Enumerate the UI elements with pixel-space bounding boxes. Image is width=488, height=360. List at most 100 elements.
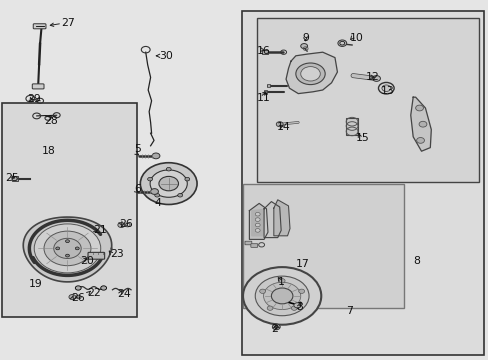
Text: 28: 28: [44, 116, 58, 126]
Bar: [266, 84, 270, 87]
Circle shape: [154, 193, 159, 197]
Text: 4: 4: [154, 198, 161, 208]
Text: 21: 21: [93, 225, 106, 235]
Circle shape: [276, 122, 283, 127]
Bar: [262, 50, 267, 54]
Text: 13: 13: [380, 86, 393, 96]
FancyBboxPatch shape: [250, 244, 257, 247]
Circle shape: [266, 306, 272, 310]
Circle shape: [65, 240, 69, 243]
Circle shape: [298, 289, 304, 293]
Circle shape: [418, 121, 426, 127]
Circle shape: [34, 224, 101, 273]
Circle shape: [255, 218, 260, 221]
Text: 18: 18: [41, 146, 55, 156]
Text: 16: 16: [256, 46, 270, 56]
Text: 8: 8: [412, 256, 419, 266]
Text: 7: 7: [346, 306, 352, 316]
Bar: [256, 18, 478, 182]
Circle shape: [416, 138, 424, 143]
Text: 9: 9: [302, 33, 308, 43]
Circle shape: [295, 63, 325, 85]
Circle shape: [274, 325, 278, 328]
Text: 29: 29: [27, 94, 41, 104]
Circle shape: [152, 153, 160, 159]
Circle shape: [178, 193, 183, 197]
Bar: [242, 11, 483, 355]
Text: 19: 19: [28, 279, 42, 289]
Bar: [2, 103, 137, 317]
Circle shape: [140, 163, 197, 204]
Polygon shape: [273, 200, 289, 236]
Text: 30: 30: [159, 51, 172, 61]
Text: 10: 10: [349, 33, 363, 43]
Circle shape: [259, 289, 265, 293]
Bar: [243, 184, 404, 308]
Circle shape: [65, 254, 69, 257]
Text: 27: 27: [61, 18, 75, 28]
Circle shape: [69, 294, 76, 300]
Bar: [263, 90, 267, 94]
Circle shape: [101, 286, 106, 290]
FancyBboxPatch shape: [33, 24, 46, 29]
Text: 2: 2: [271, 324, 278, 334]
Circle shape: [255, 276, 308, 316]
Circle shape: [75, 247, 79, 250]
Polygon shape: [249, 203, 267, 239]
Circle shape: [75, 286, 81, 290]
Circle shape: [415, 105, 423, 111]
Circle shape: [293, 303, 300, 308]
Circle shape: [147, 177, 152, 181]
Text: 17: 17: [295, 258, 309, 269]
Bar: [346, 118, 358, 135]
Text: 26: 26: [71, 293, 84, 303]
Circle shape: [337, 40, 346, 46]
Circle shape: [184, 177, 189, 181]
Circle shape: [300, 44, 307, 49]
Text: 5: 5: [134, 144, 141, 154]
Circle shape: [150, 189, 158, 194]
Circle shape: [166, 167, 171, 171]
Circle shape: [372, 76, 380, 81]
Circle shape: [263, 282, 300, 310]
FancyBboxPatch shape: [244, 241, 251, 245]
Polygon shape: [285, 52, 337, 94]
Circle shape: [300, 67, 320, 81]
Text: 15: 15: [355, 132, 369, 143]
Text: 20: 20: [81, 256, 94, 266]
Polygon shape: [23, 217, 111, 282]
Text: 23: 23: [110, 249, 123, 259]
Text: 24: 24: [117, 289, 131, 300]
FancyBboxPatch shape: [32, 84, 44, 89]
Text: 3: 3: [295, 302, 302, 312]
Text: 11: 11: [256, 93, 270, 103]
Circle shape: [56, 247, 60, 250]
Circle shape: [255, 223, 260, 227]
Circle shape: [381, 85, 390, 91]
Circle shape: [339, 41, 344, 45]
Circle shape: [150, 170, 187, 197]
Text: 6: 6: [134, 184, 141, 194]
Polygon shape: [264, 202, 281, 238]
Circle shape: [243, 267, 321, 325]
Polygon shape: [251, 210, 264, 236]
Bar: [12, 176, 18, 181]
Text: 25: 25: [5, 173, 19, 183]
Circle shape: [255, 229, 260, 232]
Polygon shape: [410, 97, 430, 151]
Circle shape: [44, 231, 91, 266]
Circle shape: [54, 238, 81, 258]
Text: 26: 26: [119, 219, 132, 229]
Text: 22: 22: [87, 288, 101, 298]
Circle shape: [118, 222, 124, 228]
Circle shape: [159, 176, 178, 191]
Circle shape: [255, 212, 260, 216]
Text: 12: 12: [365, 72, 379, 82]
Circle shape: [291, 306, 297, 310]
Circle shape: [279, 279, 285, 283]
Circle shape: [271, 288, 292, 304]
FancyBboxPatch shape: [88, 252, 104, 259]
Circle shape: [272, 324, 280, 330]
Text: 1: 1: [277, 276, 284, 287]
Text: 14: 14: [276, 122, 289, 132]
